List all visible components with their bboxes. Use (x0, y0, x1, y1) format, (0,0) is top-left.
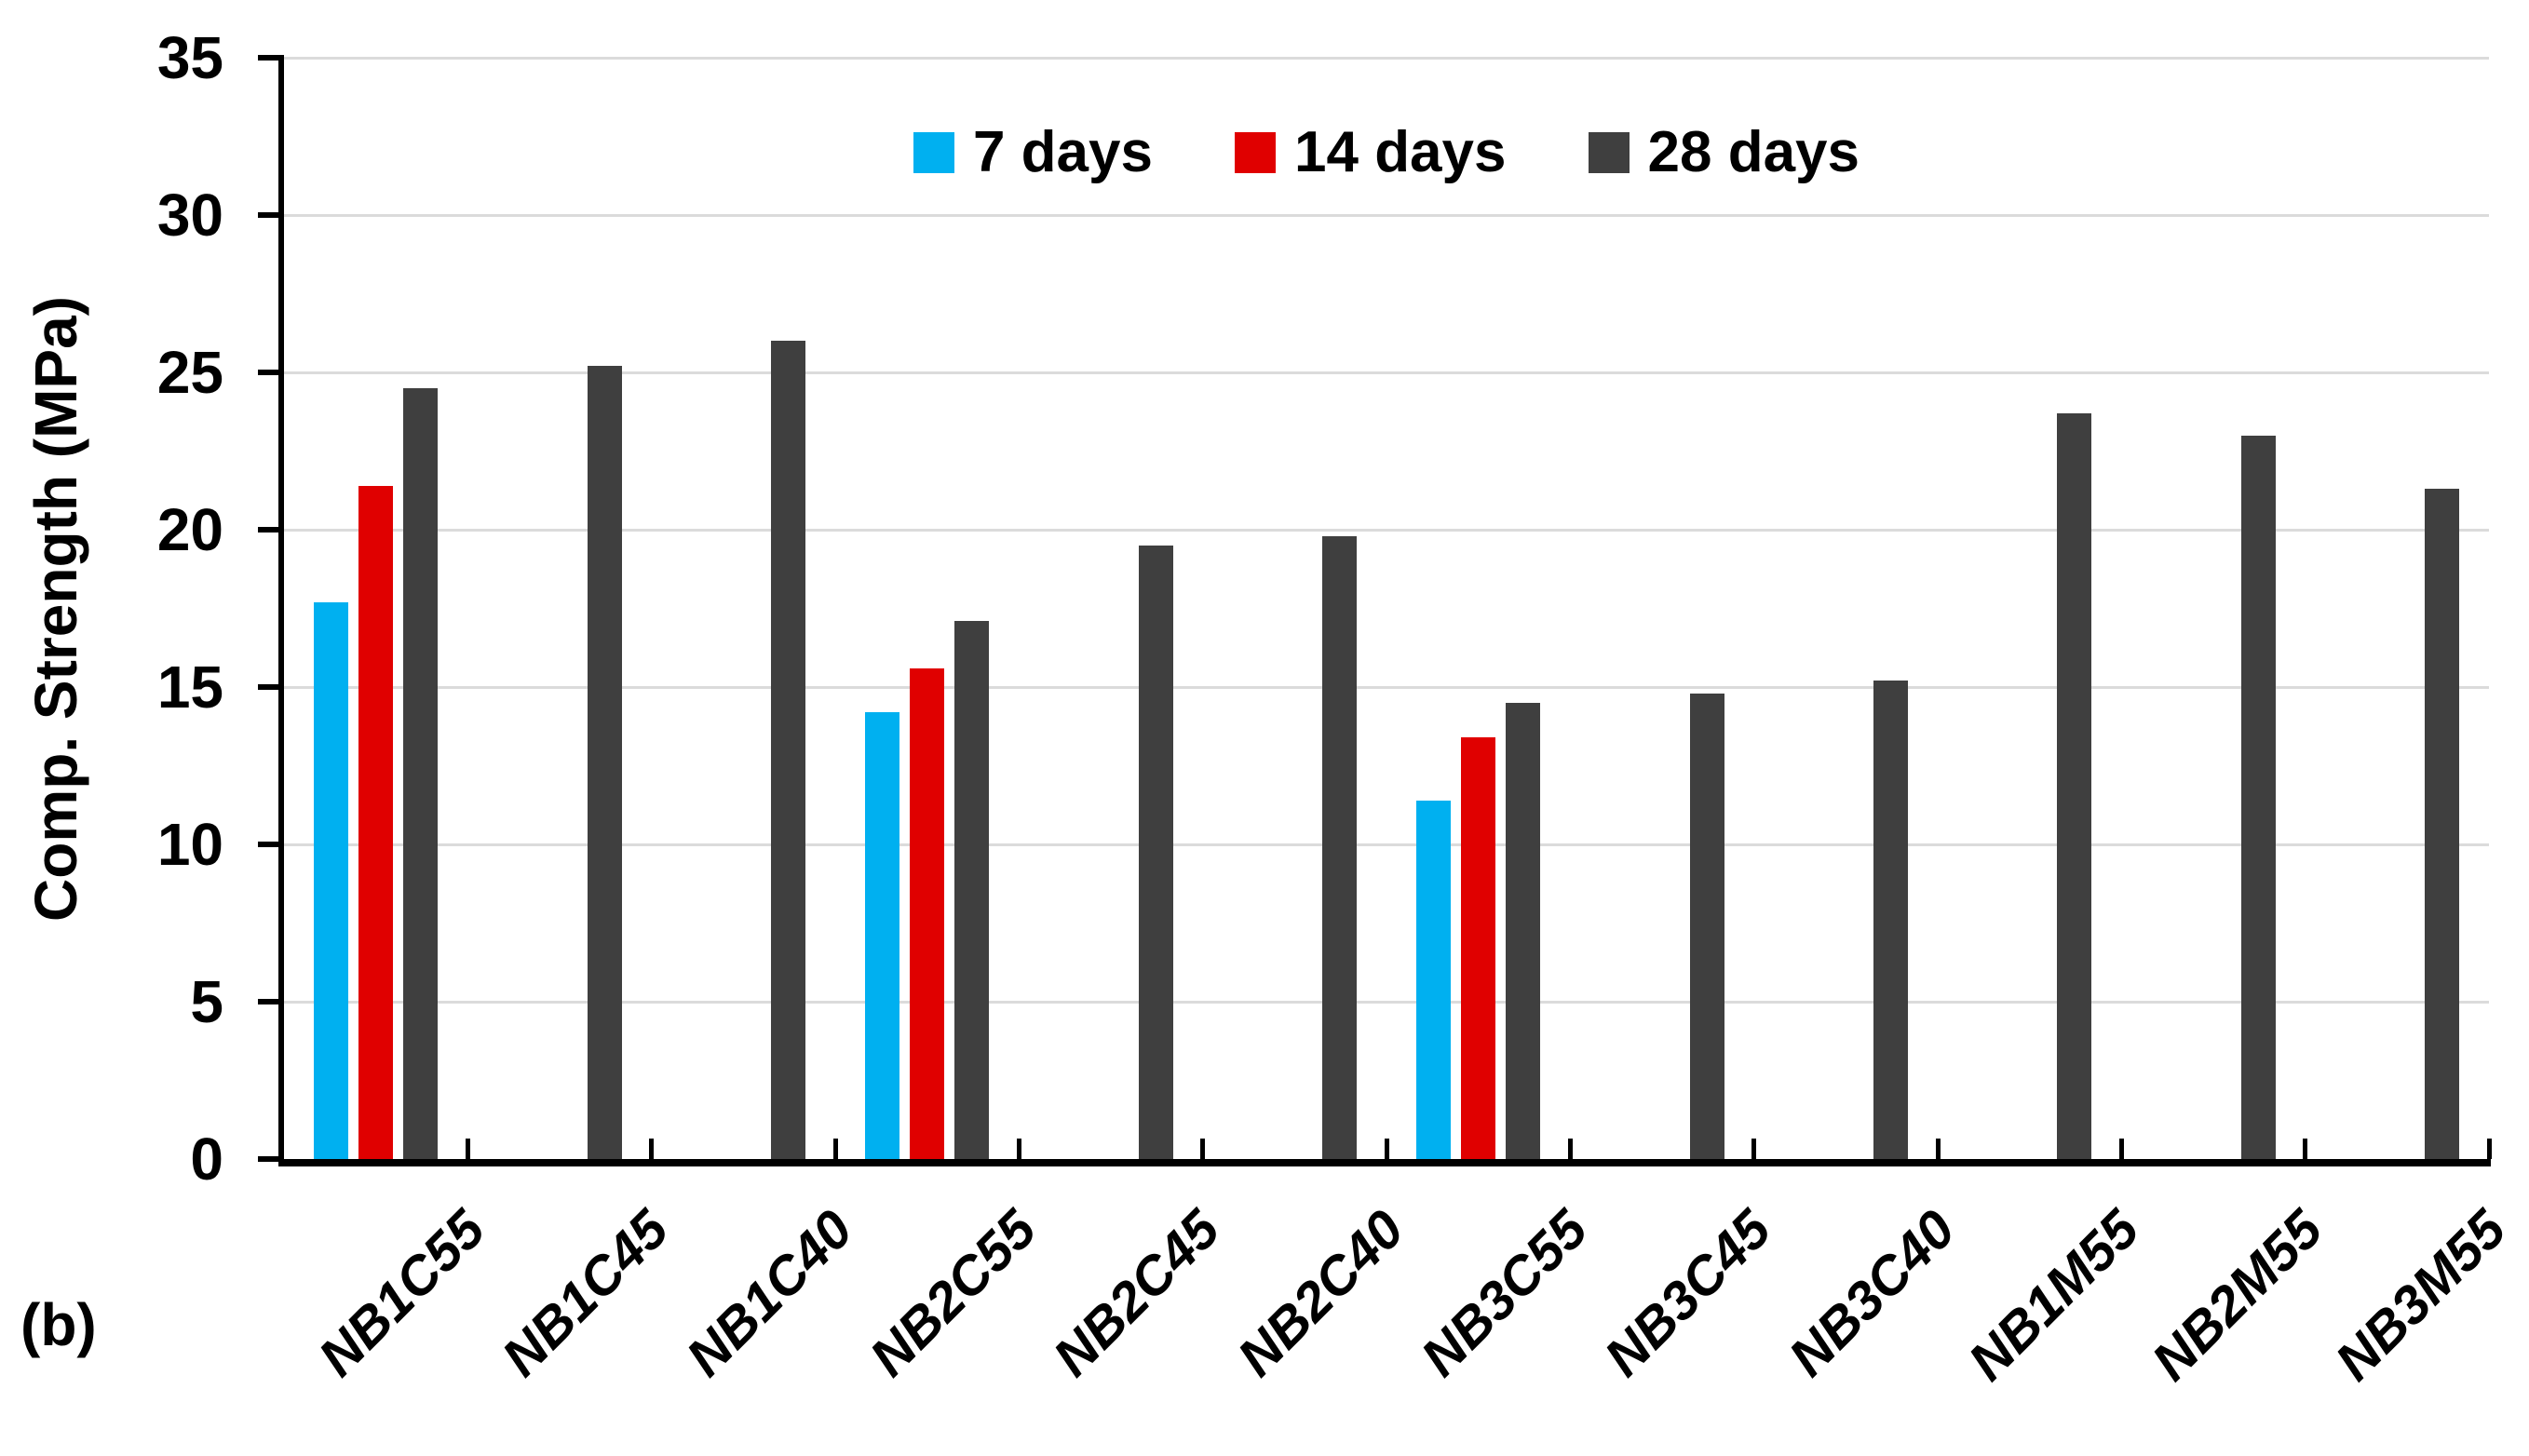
y-tick-label-35: 35 (156, 24, 223, 91)
y-tick-25 (258, 370, 284, 375)
y-tick-35 (258, 55, 284, 61)
bar-14-days-NB2C55 (910, 667, 945, 1159)
y-tick-0 (258, 1156, 284, 1162)
x-category-label-NB3C55: NB3C55 (1409, 1198, 1600, 1388)
bar-28-days-NB1C45 (587, 366, 622, 1159)
x-tick-10 (2118, 1139, 2124, 1159)
bar-7-days-NB1C55 (314, 601, 349, 1159)
y-axis-line (278, 58, 284, 1166)
x-category-label-NB3M55: NB3M55 (2324, 1198, 2518, 1393)
x-category-label-NB1C45: NB1C45 (491, 1198, 681, 1388)
bar-28-days-NB3C40 (1873, 681, 1908, 1159)
x-tick-4 (1016, 1139, 1021, 1159)
x-tick-12 (2486, 1139, 2492, 1159)
y-tick-label-20: 20 (156, 496, 223, 563)
legend-item-28-days: 28 days (1588, 119, 1860, 185)
y-tick-label-30: 30 (156, 182, 223, 249)
bar-28-days-NB3M55 (2424, 489, 2459, 1159)
bar-28-days-NB2C55 (954, 621, 990, 1159)
x-category-label-NB2M55: NB2M55 (2140, 1198, 2334, 1393)
legend-label-7-days: 7 days (972, 120, 1153, 184)
legend-label-28-days: 28 days (1647, 120, 1860, 184)
gridline-20 (284, 529, 2489, 532)
bar-28-days-NB2C40 (1321, 535, 1357, 1159)
x-tick-8 (1751, 1139, 1757, 1159)
bar-7-days-NB2C55 (865, 712, 900, 1159)
x-tick-11 (2303, 1139, 2308, 1159)
gridline-10 (284, 843, 2489, 846)
x-axis-line (278, 1159, 2491, 1166)
y-tick-label-0: 0 (190, 1126, 223, 1193)
x-tick-3 (832, 1139, 838, 1159)
bar-7-days-NB3C55 (1416, 800, 1452, 1159)
legend: 7 days 14 days 28 days (284, 119, 2489, 185)
x-category-label-NB2C40: NB2C40 (1225, 1198, 1415, 1388)
gridline-30 (284, 214, 2489, 217)
x-tick-2 (649, 1139, 655, 1159)
x-category-label-NB1C55: NB1C55 (306, 1198, 497, 1388)
y-tick-label-15: 15 (156, 654, 223, 721)
y-tick-label-5: 5 (190, 968, 223, 1035)
bar-28-days-NB1C40 (770, 341, 805, 1159)
x-tick-9 (1935, 1139, 1941, 1159)
bar-14-days-NB1C55 (358, 485, 394, 1159)
bar-14-days-NB3C55 (1461, 737, 1496, 1159)
x-tick-5 (1200, 1139, 1206, 1159)
x-tick-6 (1384, 1139, 1389, 1159)
bar-28-days-NB1C55 (403, 387, 439, 1159)
gridline-15 (284, 686, 2489, 689)
y-tick-label-10: 10 (156, 811, 223, 878)
legend-item-7-days: 7 days (913, 119, 1153, 185)
x-category-label-NB1C40: NB1C40 (674, 1198, 864, 1388)
y-tick-10 (258, 842, 284, 847)
x-category-label-NB3C40: NB3C40 (1777, 1198, 1967, 1388)
legend-item-14-days: 14 days (1235, 119, 1507, 185)
y-tick-20 (258, 527, 284, 533)
x-category-label-NB1M55: NB1M55 (1956, 1198, 2151, 1393)
legend-swatch-28-days (1588, 131, 1630, 173)
y-tick-15 (258, 684, 284, 690)
y-tick-30 (258, 212, 284, 218)
bar-28-days-NB3C45 (1689, 693, 1724, 1159)
gridline-25 (284, 371, 2489, 374)
legend-swatch-7-days (913, 131, 954, 173)
gridline-5 (284, 1001, 2489, 1004)
x-category-label-NB3C45: NB3C45 (1593, 1198, 1783, 1388)
bar-28-days-NB2M55 (2240, 435, 2276, 1159)
bar-28-days-NB2C45 (1138, 545, 1173, 1159)
figure-label: (b) (20, 1291, 97, 1358)
gridline-35 (284, 57, 2489, 60)
y-tick-5 (258, 999, 284, 1004)
x-category-label-NB2C45: NB2C45 (1042, 1198, 1232, 1388)
bar-28-days-NB1M55 (2057, 412, 2092, 1159)
x-tick-1 (465, 1139, 470, 1159)
x-tick-7 (1567, 1139, 1573, 1159)
bar-28-days-NB3C55 (1506, 702, 1541, 1159)
legend-label-14-days: 14 days (1294, 120, 1507, 184)
x-category-label-NB2C55: NB2C55 (858, 1198, 1048, 1388)
y-tick-label-25: 25 (156, 339, 223, 406)
legend-swatch-14-days (1235, 131, 1276, 173)
